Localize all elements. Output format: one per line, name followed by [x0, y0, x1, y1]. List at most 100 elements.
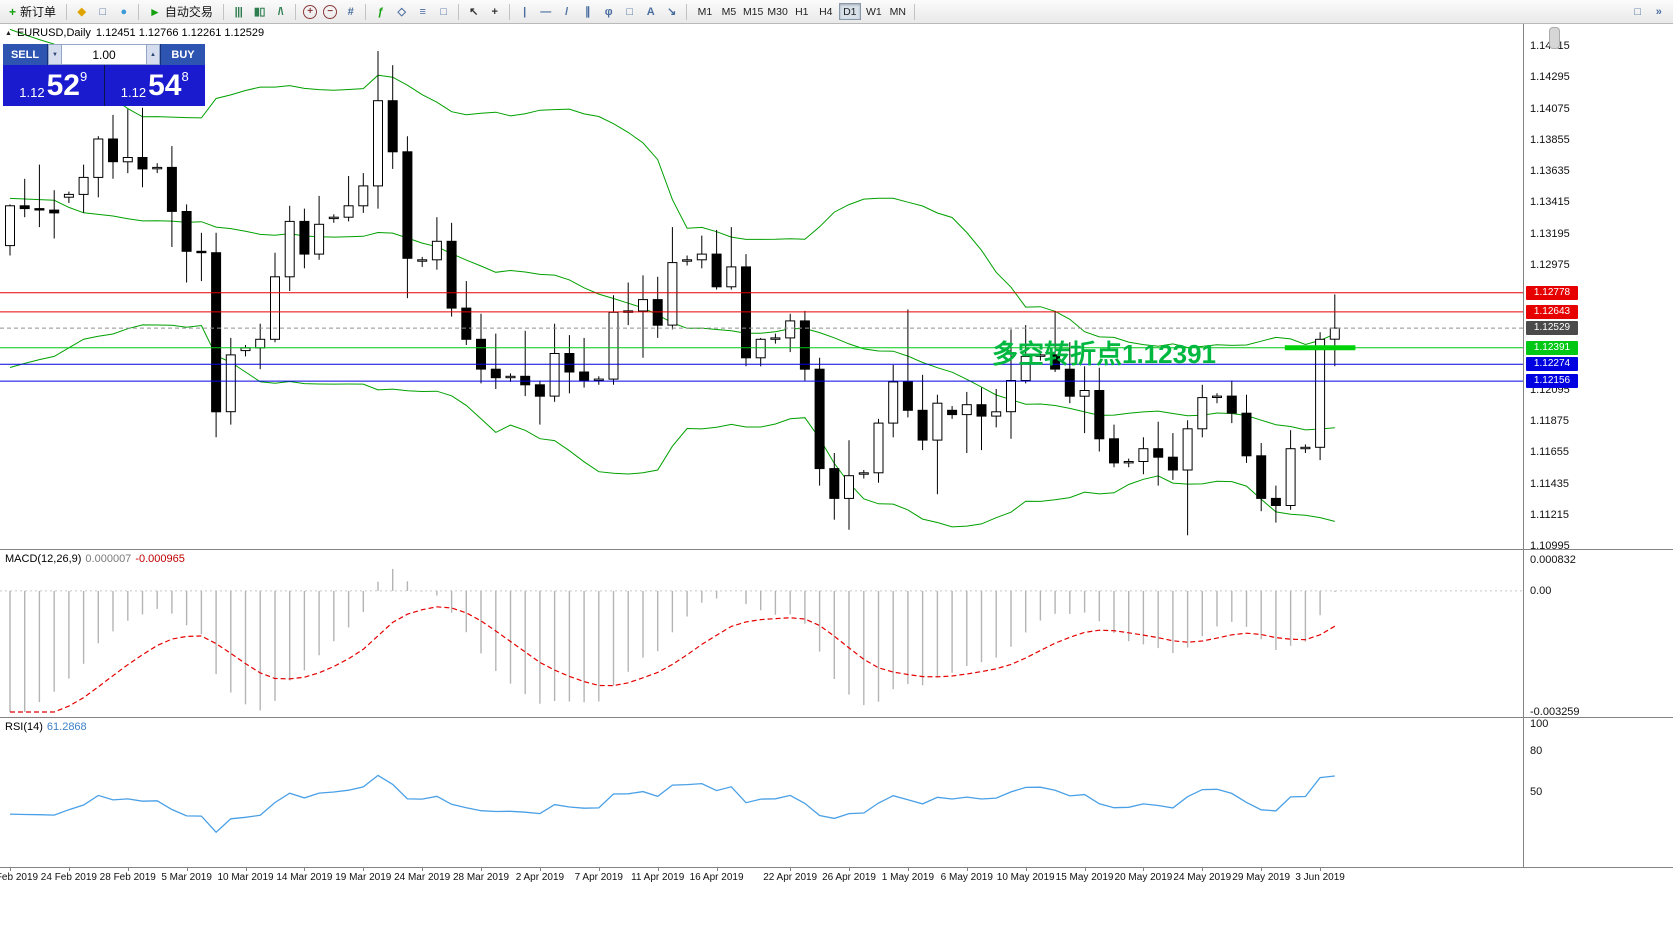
timeframe-w1[interactable]: W1: [865, 5, 882, 18]
price-axis-tick: 1.11655: [1530, 446, 1569, 459]
date-label: 28 Feb 2019: [99, 872, 156, 883]
arrows-icon[interactable]: ↘: [667, 6, 676, 18]
periods-icon[interactable]: ◇: [397, 6, 406, 18]
date-tick: [539, 868, 541, 871]
shapes-icon[interactable]: □: [626, 5, 633, 18]
price-axis[interactable]: 1.145151.142951.140751.138551.136351.134…: [1524, 0, 1673, 946]
more-icon[interactable]: »: [1655, 5, 1662, 18]
tile-windows-icon[interactable]: □: [440, 5, 447, 18]
chart-annotation-text[interactable]: 多空转折点1.12391: [992, 339, 1216, 369]
zoom-out-icon[interactable]: −: [322, 4, 337, 19]
timeframe-m30[interactable]: M30: [767, 5, 788, 18]
symbol-period-label: EURUSD,Daily: [16, 27, 91, 39]
volume-increase-button[interactable]: ▲: [146, 44, 160, 65]
rsi-value: 61.2868: [46, 721, 87, 733]
chart-candles-icon[interactable]: ▮▯: [253, 6, 266, 18]
indicators-icon[interactable]: ƒ: [377, 5, 384, 18]
price-axis-tick: 1.13415: [1530, 196, 1570, 209]
date-tick: [245, 868, 247, 871]
signals-icon[interactable]: ●: [120, 5, 127, 18]
date-label: 28 Mar 2019: [452, 872, 510, 883]
one-click-trading-panel: SELL ▼ 1.00 ▲ BUY 1.12 52 9 1.12 54 8: [3, 44, 205, 106]
new-order-button-label: 新订单: [20, 5, 57, 19]
timeframe-m15[interactable]: M15: [742, 5, 764, 18]
zoom-in-icon[interactable]: +: [302, 4, 317, 19]
price-axis-tick: 1.13635: [1530, 165, 1570, 177]
price-level-tag: 1.12274: [1526, 357, 1578, 372]
buy-price-pips: 54: [148, 68, 182, 102]
market-icon[interactable]: □: [99, 5, 106, 18]
timeframe-m5[interactable]: M5: [721, 5, 737, 18]
price-axis-tick: 1.11435: [1530, 477, 1569, 490]
macd-name: MACD(12,26,9): [5, 553, 82, 565]
new-order-button-icon: +: [9, 4, 17, 19]
date-label: 15 May 2019: [1055, 872, 1114, 883]
channel-icon[interactable]: ∥: [584, 6, 591, 18]
timeframe-mn[interactable]: MN: [889, 5, 906, 18]
rsi-axis-label: 50: [1530, 786, 1543, 798]
date-label: 11 Apr 2019: [631, 872, 685, 883]
templates-icon[interactable]: ≡: [419, 5, 426, 18]
toolbar-separator: [364, 3, 366, 20]
price-axis-tick: 1.12975: [1530, 258, 1570, 271]
date-tick: [598, 868, 600, 871]
candlestick-chart[interactable]: [0, 24, 1523, 550]
date-label: 22 Apr 2019: [763, 872, 818, 883]
current-price-tag: 1.12529: [1526, 321, 1578, 336]
date-tick: [186, 868, 188, 871]
volume-decrease-button[interactable]: ▼: [48, 44, 62, 65]
date-tick: [1261, 868, 1263, 871]
one-click-toggle-icon[interactable]: ▲: [5, 29, 12, 37]
panel-splitter[interactable]: [0, 717, 1673, 718]
new-chart-icon[interactable]: □: [1634, 5, 1641, 18]
horizontal-line-icon[interactable]: —: [540, 5, 551, 18]
cursor-icon[interactable]: ↖: [469, 6, 478, 18]
chart-line-icon[interactable]: /\: [277, 5, 284, 18]
buy-price-button[interactable]: 1.12 54 8: [104, 65, 205, 106]
chart-bars-icon[interactable]: |||: [234, 5, 243, 18]
sell-price-button[interactable]: 1.12 52 9: [3, 65, 104, 106]
timeframe-m1[interactable]: M1: [697, 5, 713, 18]
crosshair-icon[interactable]: +: [491, 5, 498, 18]
grid-icon[interactable]: #: [347, 5, 354, 18]
timeframe-h4[interactable]: H4: [819, 5, 833, 18]
date-tick: [907, 868, 909, 871]
autotrading-button[interactable]: ► 自动交易: [144, 2, 218, 22]
macd-signal-value: -0.000965: [135, 553, 185, 565]
fibonacci-icon[interactable]: φ: [604, 5, 613, 18]
date-tick: [966, 868, 968, 871]
buy-button[interactable]: BUY: [160, 44, 205, 65]
date-tick: [1143, 868, 1145, 871]
timeframe-d1[interactable]: D1: [838, 3, 861, 20]
price-level-tag: 1.12391: [1526, 340, 1578, 355]
date-label: 24 Mar 2019: [394, 872, 451, 883]
trendline-icon[interactable]: /: [565, 5, 568, 18]
buy-price-prefix: 1.12: [120, 85, 147, 100]
macd-axis-label: 0.00: [1530, 584, 1552, 597]
panel-splitter[interactable]: [0, 549, 1673, 550]
price-axis-tick: 1.11215: [1530, 508, 1569, 521]
price-axis-tick: 1.11875: [1530, 415, 1569, 427]
date-label: 29 May 2019: [1232, 872, 1291, 883]
date-label: 10 May 2019: [996, 872, 1055, 883]
volume-input[interactable]: 1.00: [62, 44, 146, 65]
text-icon[interactable]: A: [646, 5, 655, 18]
timeframe-h1[interactable]: H1: [795, 5, 809, 18]
sell-button[interactable]: SELL: [3, 44, 48, 65]
scrollbar-thumb[interactable]: [1549, 27, 1560, 49]
new-order-button[interactable]: + 新订单: [4, 2, 61, 22]
date-tick: [68, 868, 70, 871]
date-label: 3 Jun 2019: [1295, 872, 1345, 883]
price-level-tag: 1.12778: [1526, 285, 1578, 300]
mql5-community-icon[interactable]: ◆: [77, 6, 86, 18]
chart-title: ▲ EURUSD,Daily 1.12451 1.12766 1.12261 1…: [5, 27, 264, 39]
date-label: 19 Feb 2019: [0, 872, 39, 883]
vertical-line-icon[interactable]: |: [523, 5, 526, 18]
rsi-axis-label: 100: [1530, 718, 1549, 730]
rsi-indicator-panel[interactable]: [0, 718, 1523, 868]
macd-label: MACD(12,26,9) 0.000007 -0.000965: [5, 553, 185, 565]
date-label: 24 May 2019: [1173, 872, 1232, 883]
macd-indicator-panel[interactable]: [0, 550, 1523, 718]
panel-splitter[interactable]: [0, 867, 1673, 868]
